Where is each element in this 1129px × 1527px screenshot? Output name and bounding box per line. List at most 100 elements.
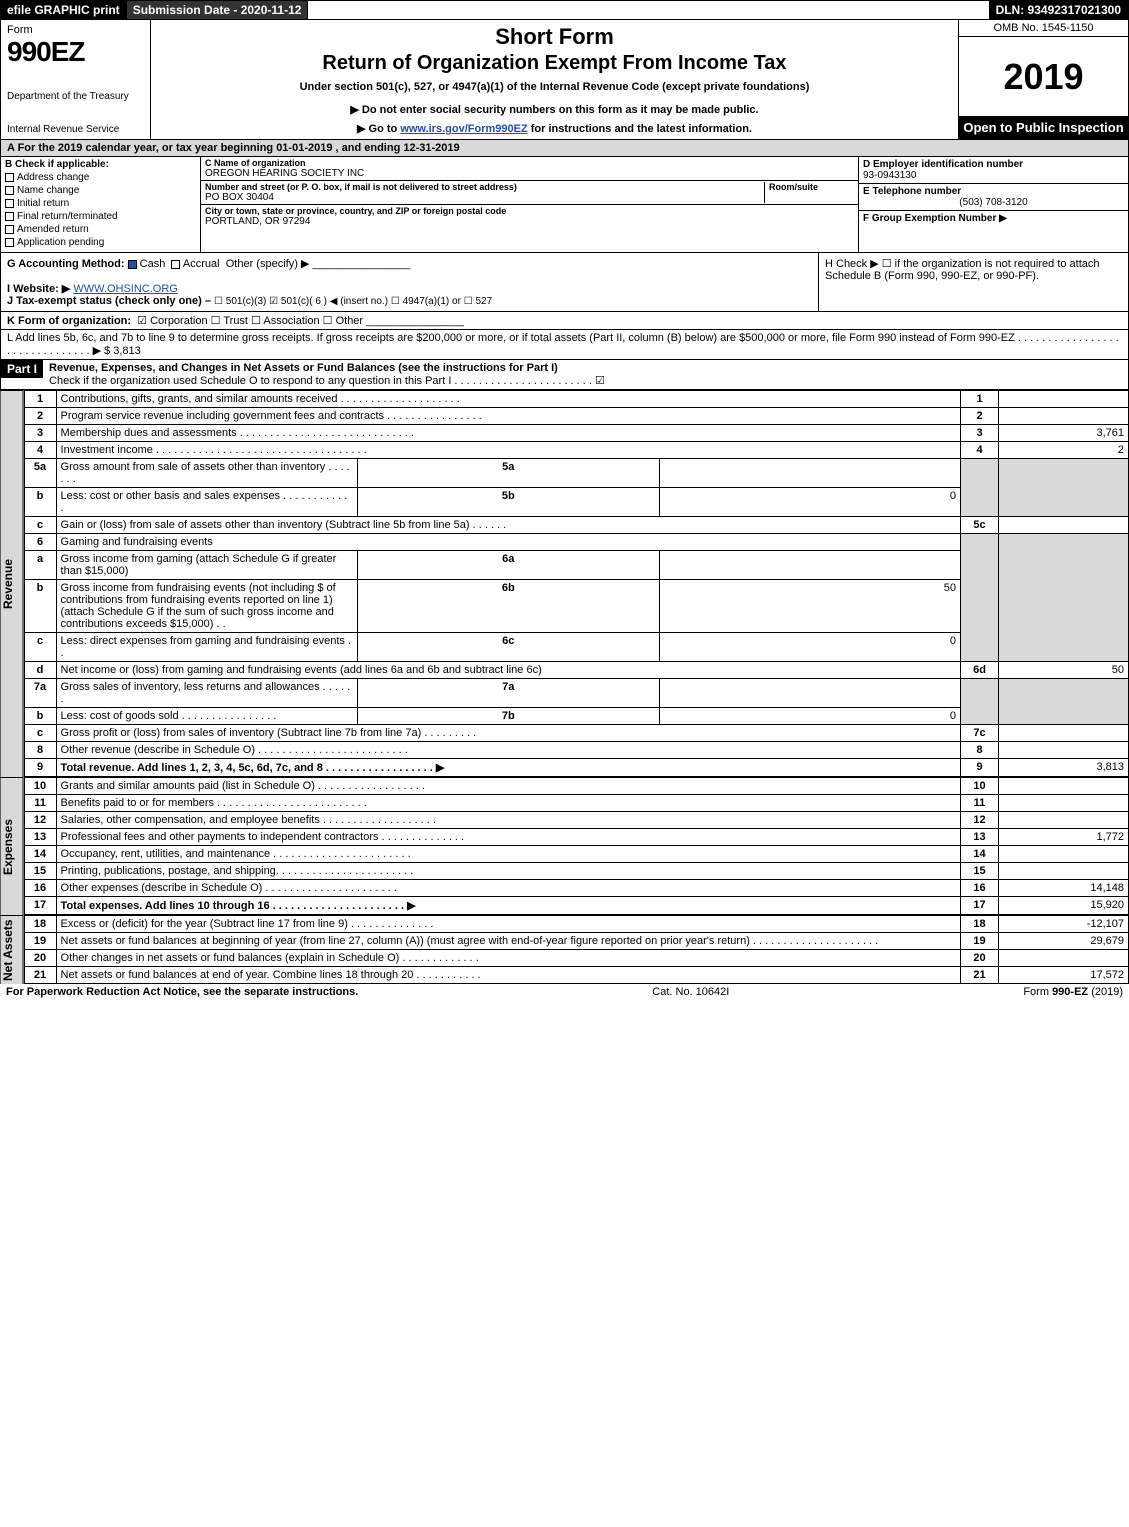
check-application-pending[interactable]: Application pending	[5, 237, 196, 248]
line-5c: cGain or (loss) from sale of assets othe…	[24, 517, 1128, 534]
city-value: PORTLAND, OR 97294	[205, 216, 854, 227]
net-assets-sidebar: Net Assets	[0, 915, 24, 984]
entity-box: B Check if applicable: Address change Na…	[0, 157, 1129, 253]
section-c: C Name of organization OREGON HEARING SO…	[201, 157, 858, 252]
page-footer: For Paperwork Reduction Act Notice, see …	[0, 984, 1129, 1000]
check-amended-return[interactable]: Amended return	[5, 224, 196, 235]
street-value: PO BOX 30404	[205, 192, 764, 203]
dept-treasury: Department of the Treasury	[7, 91, 144, 102]
header-left: Form 990EZ Department of the Treasury In…	[1, 20, 151, 139]
revenue-section: Revenue 1Contributions, gifts, grants, a…	[0, 390, 1129, 777]
line-17: 17Total expenses. Add lines 10 through 1…	[24, 897, 1128, 915]
check-initial-return[interactable]: Initial return	[5, 198, 196, 209]
org-name-label: C Name of organization	[205, 158, 854, 168]
topbar-spacer	[308, 1, 989, 19]
line-14: 14Occupancy, rent, utilities, and mainte…	[24, 846, 1128, 863]
tax-period-row: A For the 2019 calendar year, or tax yea…	[0, 140, 1129, 157]
expenses-sidebar: Expenses	[0, 777, 24, 915]
line-8: 8Other revenue (describe in Schedule O) …	[24, 742, 1128, 759]
line-13: 13Professional fees and other payments t…	[24, 829, 1128, 846]
tax-year: 2019	[959, 37, 1128, 116]
g-cash-label: Cash	[140, 258, 166, 270]
group-exemption-label: F Group Exemption Number ▶	[863, 213, 1007, 224]
website-link[interactable]: WWW.OHSINC.ORG	[73, 283, 178, 295]
top-bar: efile GRAPHIC print Submission Date - 20…	[0, 0, 1129, 20]
goto-post: for instructions and the latest informat…	[528, 123, 752, 135]
line-6d: dNet income or (loss) from gaming and fu…	[24, 662, 1128, 679]
header-right: OMB No. 1545-1150 2019 Open to Public In…	[958, 20, 1128, 139]
line-21: 21Net assets or fund balances at end of …	[24, 967, 1128, 984]
form-number: 990EZ	[7, 36, 144, 68]
section-l: L Add lines 5b, 6c, and 7b to line 9 to …	[0, 330, 1129, 360]
g-cash-check[interactable]	[128, 260, 137, 269]
footer-left: For Paperwork Reduction Act Notice, see …	[6, 986, 358, 998]
g-accrual-check[interactable]	[171, 260, 180, 269]
line-10: 10Grants and similar amounts paid (list …	[24, 778, 1128, 795]
part1-header: Part I Revenue, Expenses, and Changes in…	[0, 360, 1129, 390]
expenses-section: Expenses 10Grants and similar amounts pa…	[0, 777, 1129, 915]
footer-center: Cat. No. 10642I	[652, 986, 729, 998]
form-word: Form	[7, 24, 144, 36]
form-header: Form 990EZ Department of the Treasury In…	[0, 20, 1129, 140]
entity-right: D Employer identification number 93-0943…	[858, 157, 1128, 252]
return-title: Return of Organization Exempt From Incom…	[157, 52, 952, 75]
phone-label: E Telephone number	[863, 186, 1124, 197]
line-9: 9Total revenue. Add lines 1, 2, 3, 4, 5c…	[24, 759, 1128, 777]
g-label: G Accounting Method:	[7, 258, 125, 270]
line-3: 3Membership dues and assessments . . . .…	[24, 425, 1128, 442]
line-7c: cGross profit or (loss) from sales of in…	[24, 725, 1128, 742]
ssn-warning: ▶ Do not enter social security numbers o…	[157, 103, 952, 116]
part1-title: Revenue, Expenses, and Changes in Net As…	[49, 362, 558, 374]
line-12: 12Salaries, other compensation, and empl…	[24, 812, 1128, 829]
omb-number: OMB No. 1545-1150	[959, 20, 1128, 37]
short-form-title: Short Form	[157, 24, 952, 50]
open-to-public: Open to Public Inspection	[959, 116, 1128, 139]
city-label: City or town, state or province, country…	[205, 206, 854, 216]
part1-tag: Part I	[1, 360, 43, 378]
goto-pre: ▶ Go to	[357, 123, 400, 135]
revenue-sidebar: Revenue	[0, 390, 24, 777]
line-4: 4Investment income . . . . . . . . . . .…	[24, 442, 1128, 459]
g-accrual-label: Accrual	[183, 258, 220, 270]
phone-value: (503) 708-3120	[863, 197, 1124, 208]
goto-link[interactable]: www.irs.gov/Form990EZ	[400, 123, 527, 135]
efile-label[interactable]: efile GRAPHIC print	[1, 1, 127, 19]
dln-label: DLN: 93492317021300	[990, 1, 1128, 19]
part1-check-line: Check if the organization used Schedule …	[49, 375, 605, 387]
section-h: H Check ▶ ☐ if the organization is not r…	[818, 253, 1128, 311]
irs-label: Internal Revenue Service	[7, 124, 144, 135]
street-label: Number and street (or P. O. box, if mail…	[205, 182, 764, 192]
section-g: G Accounting Method: Cash Accrual Other …	[1, 253, 818, 311]
j-label: J Tax-exempt status (check only one) –	[7, 295, 211, 307]
room-label: Room/suite	[769, 182, 854, 192]
footer-right: Form 990-EZ (2019)	[1023, 986, 1123, 998]
line-5a: 5aGross amount from sale of assets other…	[24, 459, 1128, 488]
line-1: 1Contributions, gifts, grants, and simil…	[24, 391, 1128, 408]
line-18: 18Excess or (deficit) for the year (Subt…	[24, 916, 1128, 933]
submission-date: Submission Date - 2020-11-12	[127, 1, 309, 19]
line-11: 11Benefits paid to or for members . . . …	[24, 795, 1128, 812]
line-15: 15Printing, publications, postage, and s…	[24, 863, 1128, 880]
section-k: K Form of organization: ☑ Corporation ☐ …	[0, 312, 1129, 330]
k-opts: ☑ Corporation ☐ Trust ☐ Association ☐ Ot…	[137, 315, 363, 327]
g-other-label: Other (specify) ▶	[226, 258, 310, 270]
header-center: Short Form Return of Organization Exempt…	[151, 20, 958, 139]
line-2: 2Program service revenue including gover…	[24, 408, 1128, 425]
goto-line: ▶ Go to www.irs.gov/Form990EZ for instru…	[157, 122, 952, 135]
under-section: Under section 501(c), 527, or 4947(a)(1)…	[157, 81, 952, 93]
j-opts: ☐ 501(c)(3) ☑ 501(c)( 6 ) ◀ (insert no.)…	[214, 296, 492, 307]
line-6: 6Gaming and fundraising events	[24, 534, 1128, 551]
ein-label: D Employer identification number	[863, 159, 1124, 170]
check-address-change[interactable]: Address change	[5, 172, 196, 183]
g-h-row: G Accounting Method: Cash Accrual Other …	[0, 253, 1129, 312]
line-16: 16Other expenses (describe in Schedule O…	[24, 880, 1128, 897]
check-final-return[interactable]: Final return/terminated	[5, 211, 196, 222]
line-7a: 7aGross sales of inventory, less returns…	[24, 679, 1128, 708]
check-name-change[interactable]: Name change	[5, 185, 196, 196]
line-19: 19Net assets or fund balances at beginni…	[24, 933, 1128, 950]
k-label: K Form of organization:	[7, 315, 131, 327]
net-assets-table: 18Excess or (deficit) for the year (Subt…	[24, 915, 1129, 984]
line-20: 20Other changes in net assets or fund ba…	[24, 950, 1128, 967]
section-b-label: B Check if applicable:	[5, 159, 196, 170]
i-label: I Website: ▶	[7, 283, 70, 295]
